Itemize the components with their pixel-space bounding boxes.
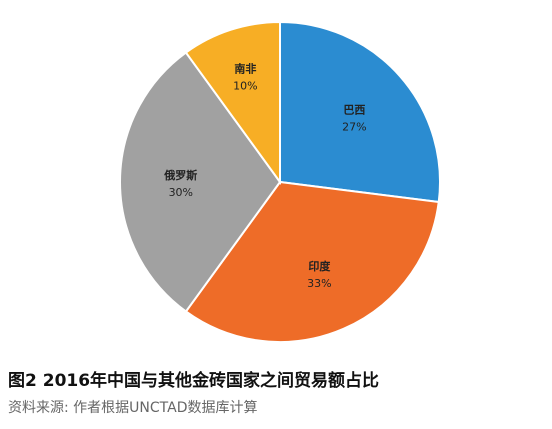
pie-value-russia: 30% [169, 186, 193, 199]
pie-label-russia: 俄罗斯 [163, 168, 197, 182]
pie-value-brazil: 27% [342, 120, 366, 133]
pie-chart: 巴西 27% 印度 33% 俄罗斯 30% 南非 10% [119, 20, 441, 343]
pie-slice-south-africa [184, 20, 281, 186]
pie-slice-russia [119, 51, 282, 313]
pie-label-south-africa: 南非 [234, 61, 256, 75]
figure-source: 资料来源: 作者根据UNCTAD数据库计算 [8, 400, 258, 416]
pie-slices [119, 20, 441, 343]
pie-labels: 巴西 27% 印度 33% 俄罗斯 30% 南非 10% [163, 61, 366, 290]
pie-slice-brazil [279, 20, 441, 204]
pie-value-india: 33% [307, 277, 331, 290]
pie-slice-india [184, 180, 440, 343]
figure-caption: 图2 2016年中国与其他金砖国家之间贸易额占比 [8, 371, 380, 391]
pie-label-brazil: 巴西 [343, 103, 365, 116]
pie-value-south-africa: 10% [233, 79, 257, 92]
pie-label-india: 印度 [308, 259, 331, 273]
